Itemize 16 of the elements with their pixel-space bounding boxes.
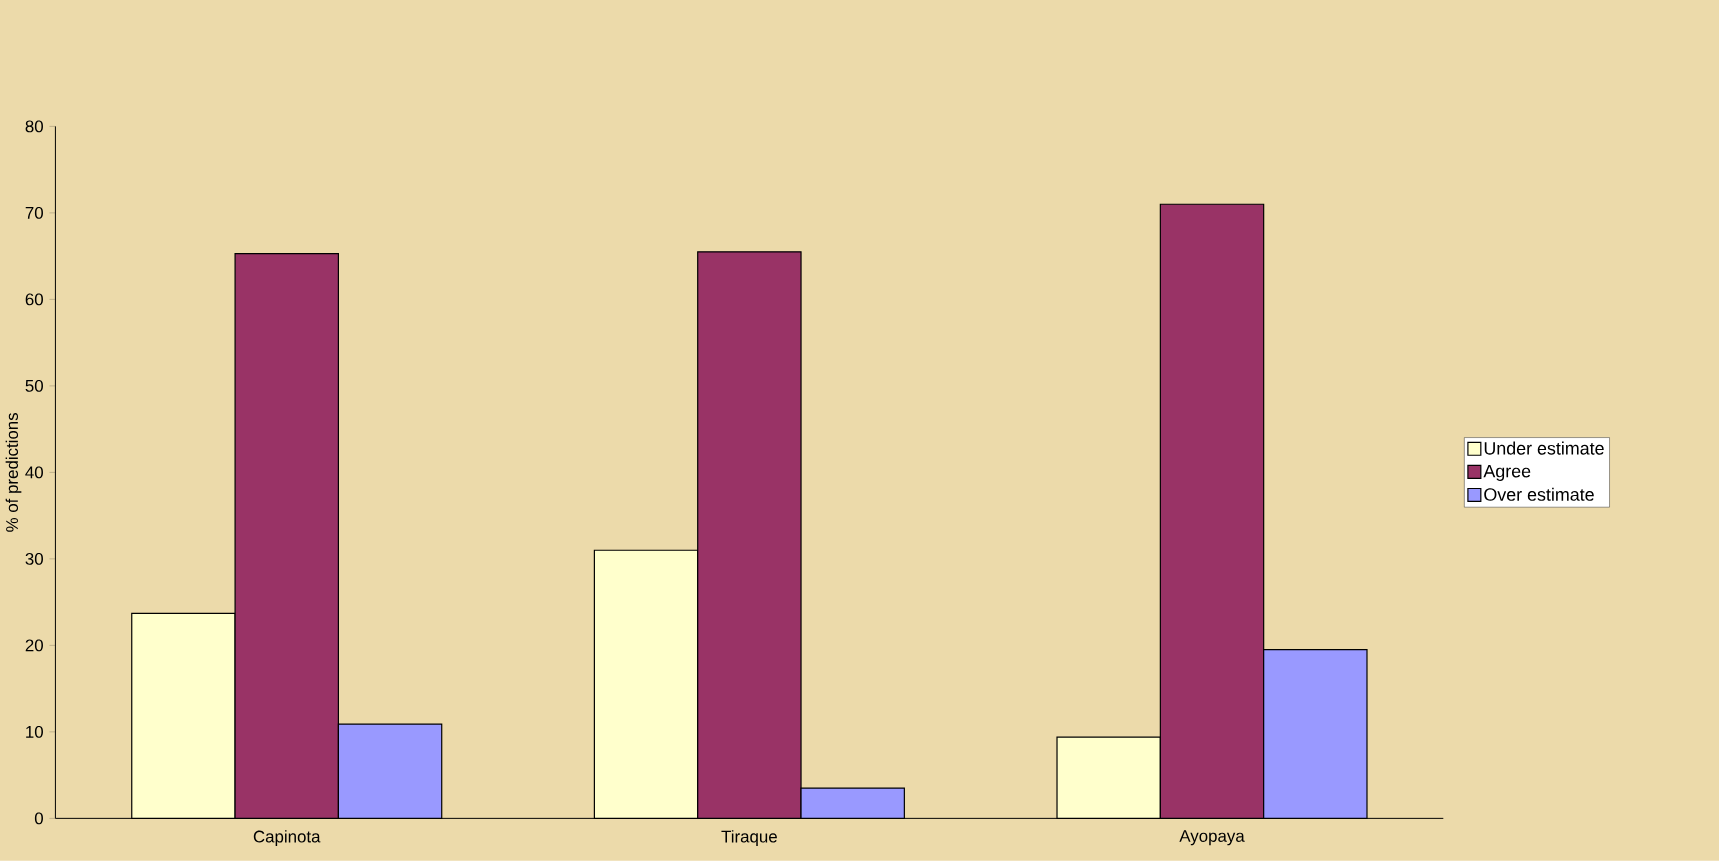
y-tick-label: 0 [34,812,43,825]
y-tick-label: 80 [25,120,43,133]
y-tick-label: 30 [25,553,43,565]
y-tick-label: 40 [25,466,43,479]
legend-label: Agree [1483,465,1531,482]
y-tick-label: 70 [25,207,43,219]
y-tick-label: 60 [25,293,43,306]
y-tick-label: 10 [26,726,43,738]
legend-label: Under estimate [1484,441,1604,455]
y-tick-label: 20 [25,639,43,652]
x-tick-label: Capinota [253,830,321,847]
x-tick-label: Ayopaya [1179,830,1245,846]
legend-label: Over estimate [1484,487,1594,501]
y-axis-title: % of predictions [5,413,22,532]
y-tick-label: 50 [25,380,43,392]
x-tick-label: Tiraque [721,830,777,847]
